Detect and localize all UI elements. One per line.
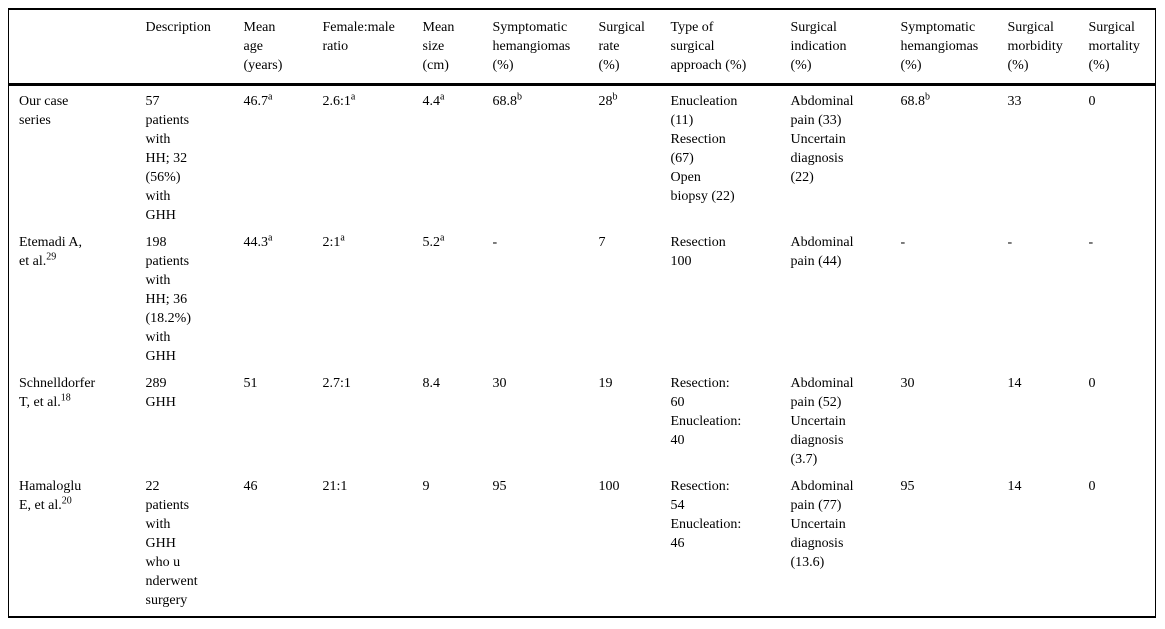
table-cell: 0: [1088, 479, 1096, 494]
table-cell: Abdominal pain (52) Uncertain diagnosis …: [790, 376, 854, 467]
table-cell: 2.6:1a: [322, 91, 356, 109]
table-cell: 289 GHH: [145, 376, 176, 410]
table-cell: Resection: 54 Enucleation: 46: [670, 479, 742, 551]
col-header-empty: [8, 9, 146, 86]
table-cell: 4.4a: [422, 91, 445, 109]
table-cell: 2.7:1: [322, 376, 351, 391]
table-cell: 14: [1007, 479, 1022, 494]
col-header-description: Description: [145, 9, 244, 86]
table-cell: 0: [1088, 94, 1096, 109]
table-cell: Resection 100: [670, 235, 726, 269]
row-header: Schnelldorfer T, et al.18: [19, 376, 96, 410]
col-header-surgical-mortality: Surgical mortality (%): [1088, 9, 1156, 86]
col-header-symptomatic-hemangiomas-2: Symptomatic hemangiomas (%): [900, 9, 1008, 86]
table-row-hamaloglu: Hamaloglu E, et al.20 22 patients with G…: [9, 471, 1156, 617]
table-cell: -: [1007, 235, 1013, 250]
table-cell: 33: [1007, 94, 1022, 109]
col-header-symptomatic-hemangiomas: Symptomatic hemangiomas (%): [492, 9, 599, 86]
table-cell: -: [492, 235, 498, 250]
table-cell: 5.2a: [422, 232, 445, 250]
table-cell: Abdominal pain (44): [790, 235, 854, 269]
row-header: Etemadi A, et al.29: [19, 235, 82, 269]
row-header: Hamaloglu E, et al.20: [19, 479, 82, 513]
comparison-table: Description Mean age (years) Female:male…: [8, 8, 1156, 618]
table-cell: 30: [900, 376, 915, 391]
col-header-female-male-ratio: Female:male ratio: [322, 9, 423, 86]
table-cell: 30: [492, 376, 507, 391]
table-cell: 95: [900, 479, 915, 494]
table-cell: 51: [243, 376, 258, 391]
table-cell: 57 patients with HH; 32 (56%) with GHH: [145, 94, 190, 223]
table-cell: 46: [243, 479, 258, 494]
table-cell: Abdominal pain (77) Uncertain diagnosis …: [790, 479, 854, 570]
table-cell: 0: [1088, 376, 1096, 391]
col-header-surgical-rate: Surgical rate (%): [598, 9, 671, 86]
table-cell: -: [1088, 235, 1094, 250]
table-cell: 198 patients with HH; 36 (18.2%) with GH…: [145, 235, 192, 364]
table-cell: 44.3a: [243, 232, 273, 250]
table-cell: 100: [598, 479, 620, 494]
table-cell: 95: [492, 479, 507, 494]
table-row-etemadi: Etemadi A, et al.29 198 patients with HH…: [9, 227, 1156, 368]
table-cell: 9: [422, 479, 430, 494]
table-cell: 68.8b: [492, 91, 523, 109]
table-body: Our case series 57 patients with HH; 32 …: [9, 85, 1156, 618]
col-header-surgical-approach: Type of surgical approach (%): [670, 9, 791, 86]
table-cell: 21:1: [322, 479, 348, 494]
table-header: Description Mean age (years) Female:male…: [8, 9, 1156, 86]
table-cell: Abdominal pain (33) Uncertain diagnosis …: [790, 94, 854, 185]
table-cell: 14: [1007, 376, 1022, 391]
table-cell: 22 patients with GHH who u nderwent surg…: [145, 479, 198, 608]
table-cell: 28b: [598, 91, 618, 109]
table-cell: -: [900, 235, 906, 250]
col-header-mean-age: Mean age (years): [243, 9, 323, 86]
table-cell: Enucleation (11) Resection (67) Open bio…: [670, 94, 738, 204]
col-header-surgical-indication: Surgical indication (%): [790, 9, 901, 86]
table-cell: 46.7a: [243, 91, 273, 109]
table-row-our-case-series: Our case series 57 patients with HH; 32 …: [9, 85, 1156, 228]
col-header-surgical-morbidity: Surgical morbidity (%): [1007, 9, 1089, 86]
table-row-schnelldorfer: Schnelldorfer T, et al.18 289 GHH 51 2.7…: [9, 368, 1156, 471]
table-cell: 2:1a: [322, 232, 345, 250]
table-cell: 19: [598, 376, 613, 391]
col-header-mean-size: Mean size (cm): [422, 9, 493, 86]
table-cell: 7: [598, 235, 606, 250]
table-cell: 68.8b: [900, 91, 931, 109]
table-cell: 8.4: [422, 376, 441, 391]
row-header: Our case series: [19, 94, 69, 128]
header-row: Description Mean age (years) Female:male…: [8, 9, 1156, 86]
table-cell: Resection: 60 Enucleation: 40: [670, 376, 742, 448]
